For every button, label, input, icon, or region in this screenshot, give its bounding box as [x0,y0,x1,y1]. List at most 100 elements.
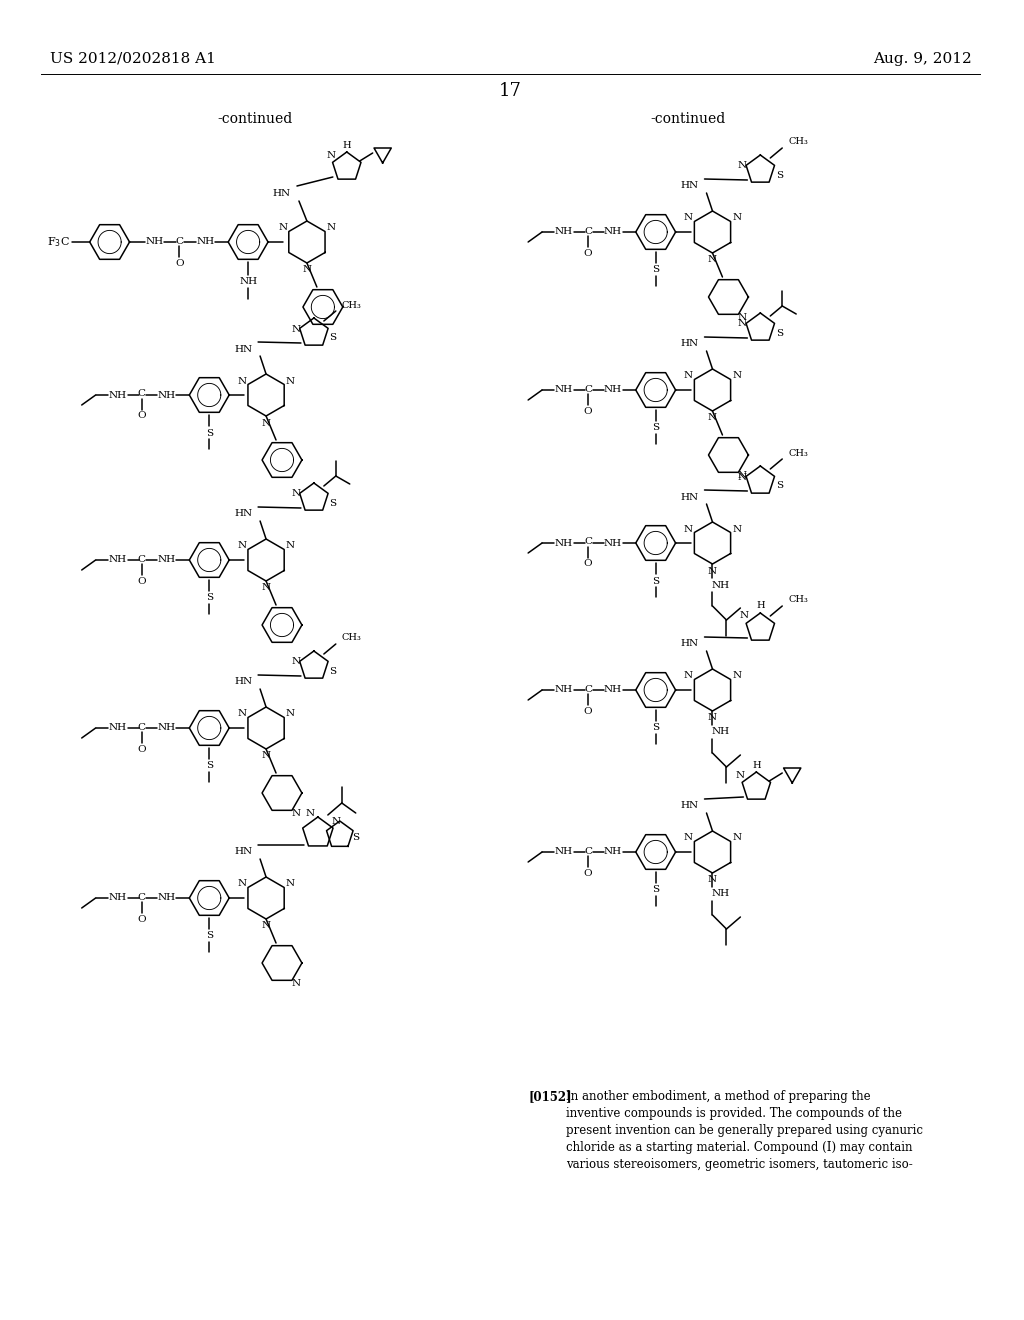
Text: N: N [736,771,744,780]
Text: S: S [206,932,213,940]
Text: N: N [684,371,693,380]
Text: S: S [652,577,659,586]
Text: C: C [584,685,592,693]
Text: NH: NH [158,391,175,400]
Text: US 2012/0202818 A1: US 2012/0202818 A1 [50,51,216,66]
Text: N: N [302,265,311,275]
Text: N: N [305,808,314,817]
Text: NH: NH [158,894,175,903]
Text: HN: HN [234,847,252,857]
Text: NH: NH [555,227,573,236]
Text: Aug. 9, 2012: Aug. 9, 2012 [872,51,972,66]
Text: N: N [286,541,295,550]
Text: N: N [261,583,270,593]
Text: O: O [584,706,592,715]
Text: N: N [738,313,746,322]
Text: S: S [652,424,659,433]
Text: O: O [137,412,145,421]
Text: C: C [584,537,592,546]
Text: HN: HN [680,339,698,348]
Text: O: O [175,259,183,268]
Text: C: C [584,227,592,235]
Text: NH: NH [604,685,622,694]
Text: N: N [286,710,295,718]
Text: S: S [652,265,659,275]
Text: N: N [261,751,270,760]
Text: In another embodiment, a method of preparing the
inventive compounds is provided: In another embodiment, a method of prepa… [566,1090,923,1171]
Text: C: C [137,722,145,731]
Text: 17: 17 [499,82,521,100]
Text: O: O [584,560,592,569]
Text: N: N [292,808,300,817]
Text: N: N [261,418,270,428]
Text: N: N [286,879,295,888]
Text: NH: NH [158,723,175,733]
Text: S: S [352,833,359,842]
Text: S: S [206,594,213,602]
Text: N: N [279,223,288,232]
Text: N: N [292,325,300,334]
Text: C: C [137,554,145,564]
Text: NH: NH [604,847,622,857]
Text: -continued: -continued [650,112,725,125]
Text: O: O [584,869,592,878]
Text: CH₃: CH₃ [342,634,361,643]
Text: H: H [342,140,351,149]
Text: N: N [732,833,741,842]
Text: NH: NH [604,227,622,236]
Text: C: C [137,389,145,399]
Text: S: S [776,170,782,180]
Text: HN: HN [234,345,252,354]
Text: NH: NH [604,539,622,548]
Text: O: O [584,248,592,257]
Text: HN: HN [680,639,698,648]
Text: N: N [732,214,741,223]
Text: HN: HN [680,492,698,502]
Text: N: N [708,413,717,422]
Text: NH: NH [109,556,127,565]
Text: N: N [292,490,300,499]
Text: N: N [684,524,693,533]
Text: N: N [684,672,693,681]
Text: HN: HN [272,189,291,198]
Text: NH: NH [158,556,175,565]
Text: NH: NH [712,727,729,737]
Text: CH₃: CH₃ [342,301,361,309]
Text: NH: NH [604,385,622,395]
Text: O: O [137,915,145,924]
Text: CH₃: CH₃ [788,449,808,458]
Text: N: N [708,714,717,722]
Text: HN: HN [680,801,698,810]
Text: N: N [261,921,270,931]
Text: O: O [137,744,145,754]
Text: N: N [292,657,300,667]
Text: [0152]: [0152] [528,1090,571,1104]
Text: S: S [776,329,782,338]
Text: N: N [286,376,295,385]
Text: C: C [175,236,183,246]
Text: NH: NH [712,890,729,899]
Text: N: N [708,256,717,264]
Text: N: N [327,150,336,160]
Text: S: S [330,499,337,507]
Text: C: C [137,892,145,902]
Text: H: H [756,602,765,610]
Text: S: S [652,886,659,895]
Text: C: C [584,846,592,855]
Text: NH: NH [109,894,127,903]
Text: N: N [331,817,340,825]
Text: NH: NH [555,685,573,694]
Text: C: C [584,384,592,393]
Text: N: N [708,566,717,576]
Text: N: N [738,473,746,482]
Text: N: N [732,524,741,533]
Text: NH: NH [555,385,573,395]
Text: N: N [732,371,741,380]
Text: NH: NH [197,238,214,247]
Text: N: N [238,541,247,550]
Text: H: H [752,760,761,770]
Text: S: S [330,334,337,342]
Text: N: N [739,611,749,620]
Text: S: S [206,429,213,437]
Text: O: O [137,577,145,586]
